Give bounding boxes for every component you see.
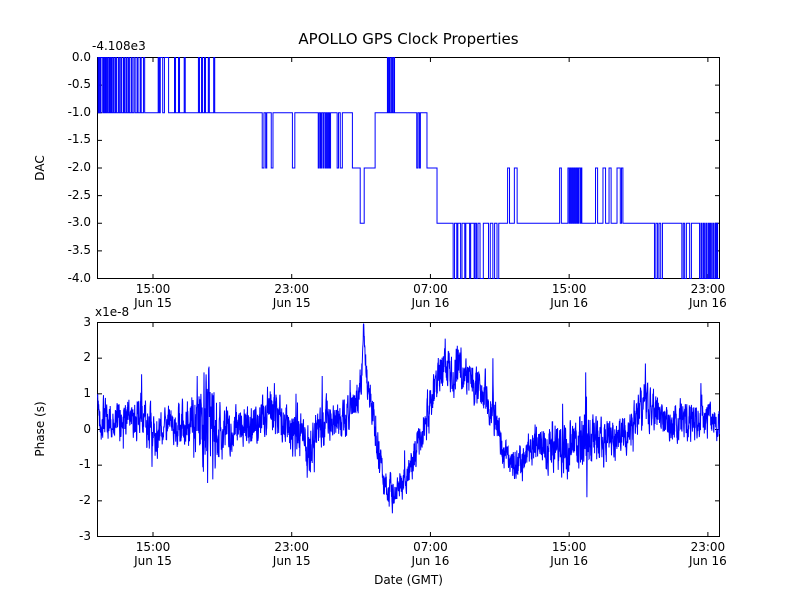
plot-frame	[97, 322, 720, 537]
x-tick-label: 07:00	[413, 540, 448, 554]
x-tick-label: Jun 16	[550, 554, 589, 568]
y-tick-label: -2.5	[67, 187, 91, 202]
dac-line	[97, 57, 720, 279]
x-tick-label: Jun 15	[272, 554, 311, 568]
y-tick-label: 2	[83, 350, 91, 365]
x-tick-label: Jun 16	[550, 296, 589, 310]
x-axis-label: Date (GMT)	[374, 573, 443, 587]
dac-plot-svg	[97, 57, 720, 279]
x-tick-label: Jun 16	[411, 554, 450, 568]
y-tick-label: 0	[83, 421, 91, 436]
y-tick-label: -2.0	[67, 160, 91, 174]
x-tick-label: Jun 15	[134, 296, 172, 310]
x-tick-label: 15:00	[135, 540, 171, 554]
x-tick-label: 15:00	[135, 282, 171, 296]
y-tick-label: 3	[83, 314, 91, 329]
y-tick-label: -1.0	[67, 104, 91, 119]
y-tick-label: -1.5	[67, 132, 91, 147]
y-tick-label: -1	[79, 457, 91, 472]
y-tick-label: -4.0	[67, 270, 91, 285]
y-tick-label: -2	[79, 492, 91, 507]
dac-axis-offset-label: -4.108e3	[92, 39, 146, 53]
y-tick-label: -3	[79, 528, 91, 543]
y-tick-label: -3.0	[67, 215, 91, 230]
x-tick-label: 07:00	[413, 282, 448, 296]
x-tick-label: Jun 16	[688, 554, 727, 568]
y-tick-label: -0.5	[67, 77, 91, 92]
phase-axis-multiplier-label: x1e-8	[95, 305, 130, 319]
x-tick-label: Jun 15	[134, 554, 172, 568]
x-tick-label: 23:00	[274, 282, 309, 296]
x-tick-label: Jun 15	[272, 296, 311, 310]
x-tick-label: 23:00	[690, 540, 726, 554]
x-tick-label: 23:00	[690, 282, 726, 296]
x-tick-label: Jun 16	[411, 296, 450, 310]
plot-frame	[97, 57, 720, 279]
chart-title: APOLLO GPS Clock Properties	[298, 30, 519, 48]
phase-line	[97, 323, 720, 514]
x-tick-label: 23:00	[274, 540, 309, 554]
x-tick-label: Jun 16	[688, 296, 727, 310]
x-tick-label: 15:00	[551, 540, 587, 554]
y-tick-label: 0.0	[71, 49, 91, 64]
x-tick-label: 15:00	[551, 282, 587, 296]
y-tick-label: 1	[83, 385, 91, 400]
phase-plot-svg	[97, 322, 720, 537]
y-tick-label: -3.5	[67, 242, 91, 257]
